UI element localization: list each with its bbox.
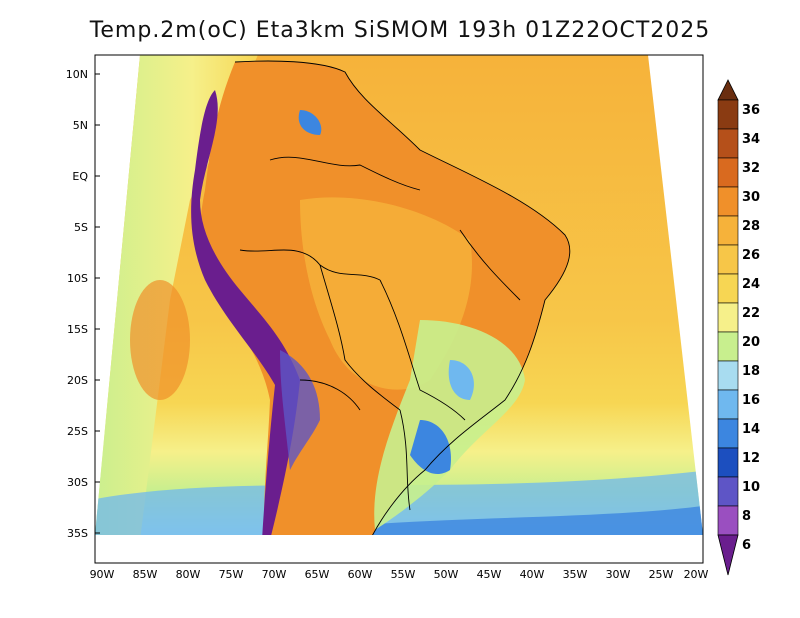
colorbar-label: 20 <box>742 335 760 350</box>
colorbar-bottom-arrow <box>717 534 739 576</box>
lat-label: EQ <box>72 170 88 183</box>
colorbar-label: 14 <box>742 422 760 437</box>
map-domain <box>95 55 703 535</box>
lat-label: 25S <box>67 425 88 438</box>
lat-label: 10S <box>67 272 88 285</box>
colorbar-swatch <box>717 128 739 159</box>
lon-label: 70W <box>262 568 287 581</box>
pacific-ocean <box>95 55 260 535</box>
longitude-axis: 90W 85W 80W 75W 70W 65W 60W 55W 50W 45W … <box>90 568 709 581</box>
colorbar-swatch <box>717 418 739 449</box>
lat-label: 5S <box>74 221 88 234</box>
lat-label: 15S <box>67 323 88 336</box>
colorbar-label: 30 <box>742 190 760 205</box>
colorbar-swatch <box>717 244 739 275</box>
colorbar: 36 34 32 30 28 26 24 22 20 18 16 14 12 1… <box>717 79 760 576</box>
colorbar-swatch <box>717 186 739 217</box>
lat-label: 30S <box>67 476 88 489</box>
lon-label: 75W <box>219 568 244 581</box>
colorbar-swatch <box>717 505 739 536</box>
lon-label: 25W <box>649 568 674 581</box>
map-title: Temp.2m(oC) Eta3km SiSMOM 193h 01Z22OCT2… <box>89 18 711 43</box>
south-brazil-cold <box>410 420 451 475</box>
lon-label: 30W <box>606 568 631 581</box>
colorbar-label: 18 <box>742 364 760 379</box>
colorbar-swatch <box>717 99 739 130</box>
lon-label: 65W <box>305 568 330 581</box>
colorbar-label: 36 <box>742 103 760 118</box>
lon-label: 90W <box>90 568 115 581</box>
colorbar-label: 26 <box>742 248 760 263</box>
colorbar-swatch <box>717 447 739 478</box>
colorbar-swatch <box>717 389 739 420</box>
andes-cold <box>191 90 300 535</box>
colorbar-label: 22 <box>742 306 760 321</box>
colorbar-label: 24 <box>742 277 760 292</box>
southeast-cool <box>374 320 525 530</box>
lon-label: 60W <box>348 568 373 581</box>
colorbar-label: 12 <box>742 451 760 466</box>
country-borders <box>234 60 571 535</box>
lon-label: 85W <box>133 568 158 581</box>
southern-colder-band <box>300 505 703 535</box>
colorbar-swatch <box>717 476 739 507</box>
map-frame <box>94 54 704 564</box>
andes-cold-east <box>280 350 320 470</box>
lon-label: 50W <box>434 568 459 581</box>
lat-label: 10N <box>66 68 88 81</box>
lon-label: 80W <box>176 568 201 581</box>
colorbar-swatch <box>717 331 739 362</box>
colorbar-label: 6 <box>742 538 751 553</box>
lat-label: 5N <box>73 119 88 132</box>
lat-label: 35S <box>67 527 88 540</box>
colorbar-label: 16 <box>742 393 760 408</box>
colorbar-label: 34 <box>742 132 760 147</box>
colorbar-label: 8 <box>742 509 751 524</box>
lat-label: 20S <box>67 374 88 387</box>
colorbar-top-arrow <box>717 79 739 101</box>
colorbar-swatch <box>717 360 739 391</box>
colorbar-swatch <box>717 302 739 333</box>
lon-label: 45W <box>477 568 502 581</box>
lon-label: 35W <box>563 568 588 581</box>
colorbar-swatch <box>717 215 739 246</box>
pacific-warm-patch <box>130 280 190 400</box>
lon-label: 55W <box>391 568 416 581</box>
lon-label: 40W <box>520 568 545 581</box>
colorbar-label: 10 <box>742 480 760 495</box>
guiana-highlands <box>298 110 322 135</box>
colorbar-label: 32 <box>742 161 760 176</box>
minas-cool <box>448 360 474 400</box>
lon-label: 20W <box>684 568 709 581</box>
colorbar-label: 28 <box>742 219 760 234</box>
colorbar-swatch <box>717 157 739 188</box>
latitude-axis: 10N 5N EQ 5S 10S 15S 20S 25S 30S 35S <box>66 68 100 540</box>
colorbar-swatch <box>717 273 739 304</box>
